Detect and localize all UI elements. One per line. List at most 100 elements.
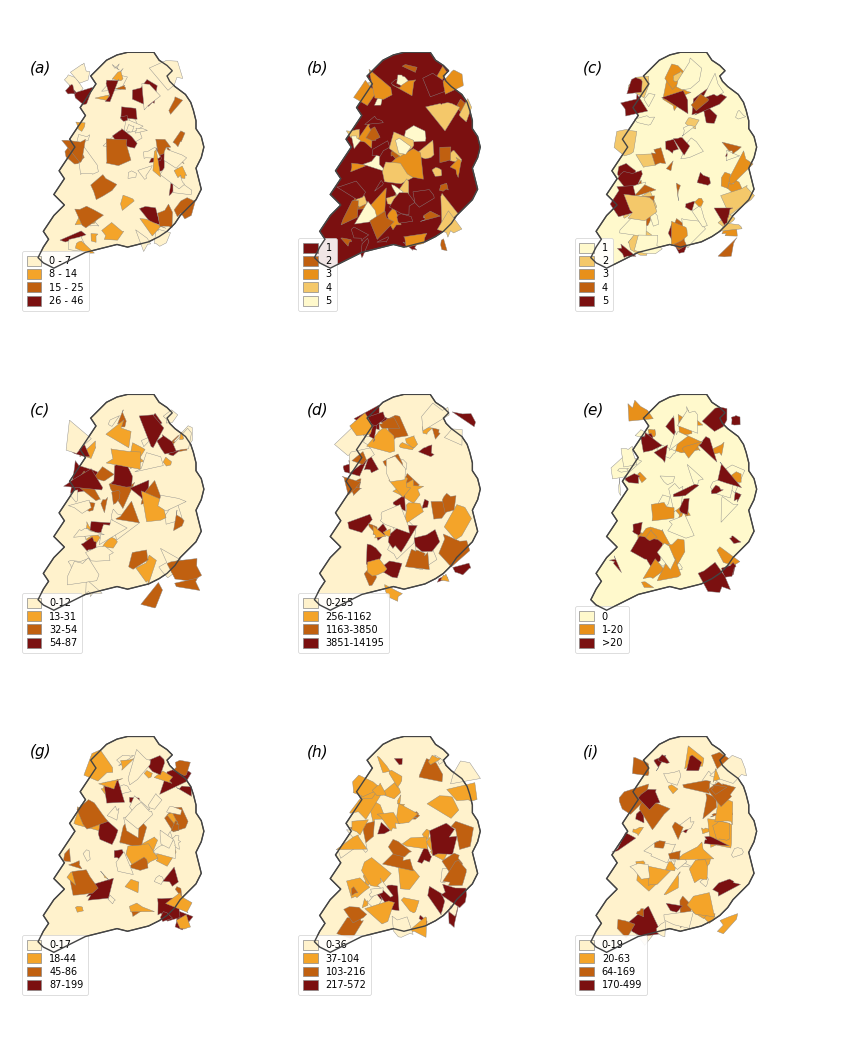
Polygon shape bbox=[375, 181, 383, 191]
Polygon shape bbox=[86, 502, 95, 511]
Polygon shape bbox=[700, 877, 708, 887]
Polygon shape bbox=[692, 206, 707, 227]
Polygon shape bbox=[314, 394, 480, 610]
Polygon shape bbox=[629, 227, 652, 256]
Polygon shape bbox=[379, 885, 400, 911]
Polygon shape bbox=[134, 837, 157, 856]
Polygon shape bbox=[638, 789, 660, 810]
Polygon shape bbox=[175, 887, 182, 896]
Text: (h): (h) bbox=[307, 745, 328, 760]
Polygon shape bbox=[445, 505, 472, 540]
Polygon shape bbox=[666, 139, 678, 154]
Polygon shape bbox=[115, 85, 126, 89]
Text: (a): (a) bbox=[30, 60, 52, 75]
Polygon shape bbox=[443, 69, 463, 95]
Polygon shape bbox=[128, 749, 150, 785]
Polygon shape bbox=[414, 529, 439, 551]
Polygon shape bbox=[392, 184, 403, 199]
Polygon shape bbox=[368, 889, 388, 909]
Polygon shape bbox=[126, 844, 158, 870]
Polygon shape bbox=[133, 80, 157, 106]
Polygon shape bbox=[379, 418, 400, 428]
Polygon shape bbox=[168, 835, 181, 849]
Polygon shape bbox=[341, 238, 352, 246]
Polygon shape bbox=[352, 820, 368, 835]
Polygon shape bbox=[354, 405, 379, 439]
Polygon shape bbox=[671, 856, 694, 868]
Polygon shape bbox=[643, 842, 676, 863]
Polygon shape bbox=[638, 472, 646, 483]
Polygon shape bbox=[65, 143, 84, 164]
Polygon shape bbox=[711, 485, 723, 493]
Polygon shape bbox=[363, 156, 386, 171]
Polygon shape bbox=[721, 185, 755, 216]
Polygon shape bbox=[366, 426, 394, 452]
Polygon shape bbox=[701, 828, 713, 834]
Polygon shape bbox=[591, 53, 756, 268]
Polygon shape bbox=[718, 223, 742, 231]
Polygon shape bbox=[660, 476, 675, 485]
Polygon shape bbox=[163, 867, 178, 886]
Polygon shape bbox=[422, 427, 433, 434]
Polygon shape bbox=[388, 525, 417, 552]
Polygon shape bbox=[144, 147, 161, 159]
Polygon shape bbox=[377, 812, 400, 831]
Polygon shape bbox=[673, 70, 687, 82]
Polygon shape bbox=[136, 229, 150, 251]
Legend: 0-36, 37-104, 103-216, 217-572: 0-36, 37-104, 103-216, 217-572 bbox=[298, 935, 371, 995]
Polygon shape bbox=[419, 915, 427, 924]
Polygon shape bbox=[364, 454, 378, 472]
Polygon shape bbox=[121, 116, 128, 121]
Polygon shape bbox=[76, 906, 83, 912]
Polygon shape bbox=[627, 906, 661, 936]
Polygon shape bbox=[139, 414, 164, 448]
Polygon shape bbox=[448, 150, 462, 163]
Polygon shape bbox=[166, 436, 187, 453]
Polygon shape bbox=[632, 757, 649, 775]
Polygon shape bbox=[101, 498, 108, 512]
Polygon shape bbox=[433, 66, 447, 87]
Polygon shape bbox=[609, 555, 621, 572]
Polygon shape bbox=[427, 795, 459, 818]
Polygon shape bbox=[634, 116, 654, 125]
Polygon shape bbox=[167, 807, 182, 815]
Polygon shape bbox=[630, 864, 649, 879]
Polygon shape bbox=[368, 524, 377, 531]
Polygon shape bbox=[620, 94, 648, 116]
Polygon shape bbox=[119, 785, 131, 793]
Polygon shape bbox=[657, 444, 676, 459]
Polygon shape bbox=[156, 139, 171, 156]
Polygon shape bbox=[726, 150, 740, 161]
Polygon shape bbox=[314, 736, 480, 952]
Polygon shape bbox=[129, 903, 155, 912]
Polygon shape bbox=[638, 527, 670, 549]
Polygon shape bbox=[84, 528, 95, 540]
Polygon shape bbox=[393, 480, 423, 503]
Polygon shape bbox=[360, 788, 377, 798]
Polygon shape bbox=[123, 814, 139, 837]
Polygon shape bbox=[75, 213, 97, 225]
Polygon shape bbox=[173, 426, 192, 446]
Polygon shape bbox=[422, 403, 449, 430]
Polygon shape bbox=[396, 460, 407, 472]
Polygon shape bbox=[164, 147, 187, 168]
Polygon shape bbox=[701, 771, 717, 785]
Polygon shape bbox=[121, 758, 134, 770]
Polygon shape bbox=[144, 770, 152, 778]
Polygon shape bbox=[91, 234, 98, 242]
Polygon shape bbox=[125, 803, 152, 829]
Polygon shape bbox=[68, 81, 80, 95]
Polygon shape bbox=[689, 859, 708, 883]
Polygon shape bbox=[711, 812, 719, 817]
Polygon shape bbox=[421, 211, 440, 221]
Polygon shape bbox=[636, 861, 645, 870]
Polygon shape bbox=[712, 442, 724, 456]
Text: (c): (c) bbox=[30, 402, 50, 418]
Polygon shape bbox=[129, 795, 150, 813]
Polygon shape bbox=[710, 755, 746, 784]
Polygon shape bbox=[665, 64, 686, 89]
Polygon shape bbox=[722, 226, 737, 236]
Polygon shape bbox=[418, 445, 434, 457]
Polygon shape bbox=[75, 87, 93, 105]
Polygon shape bbox=[626, 78, 642, 94]
